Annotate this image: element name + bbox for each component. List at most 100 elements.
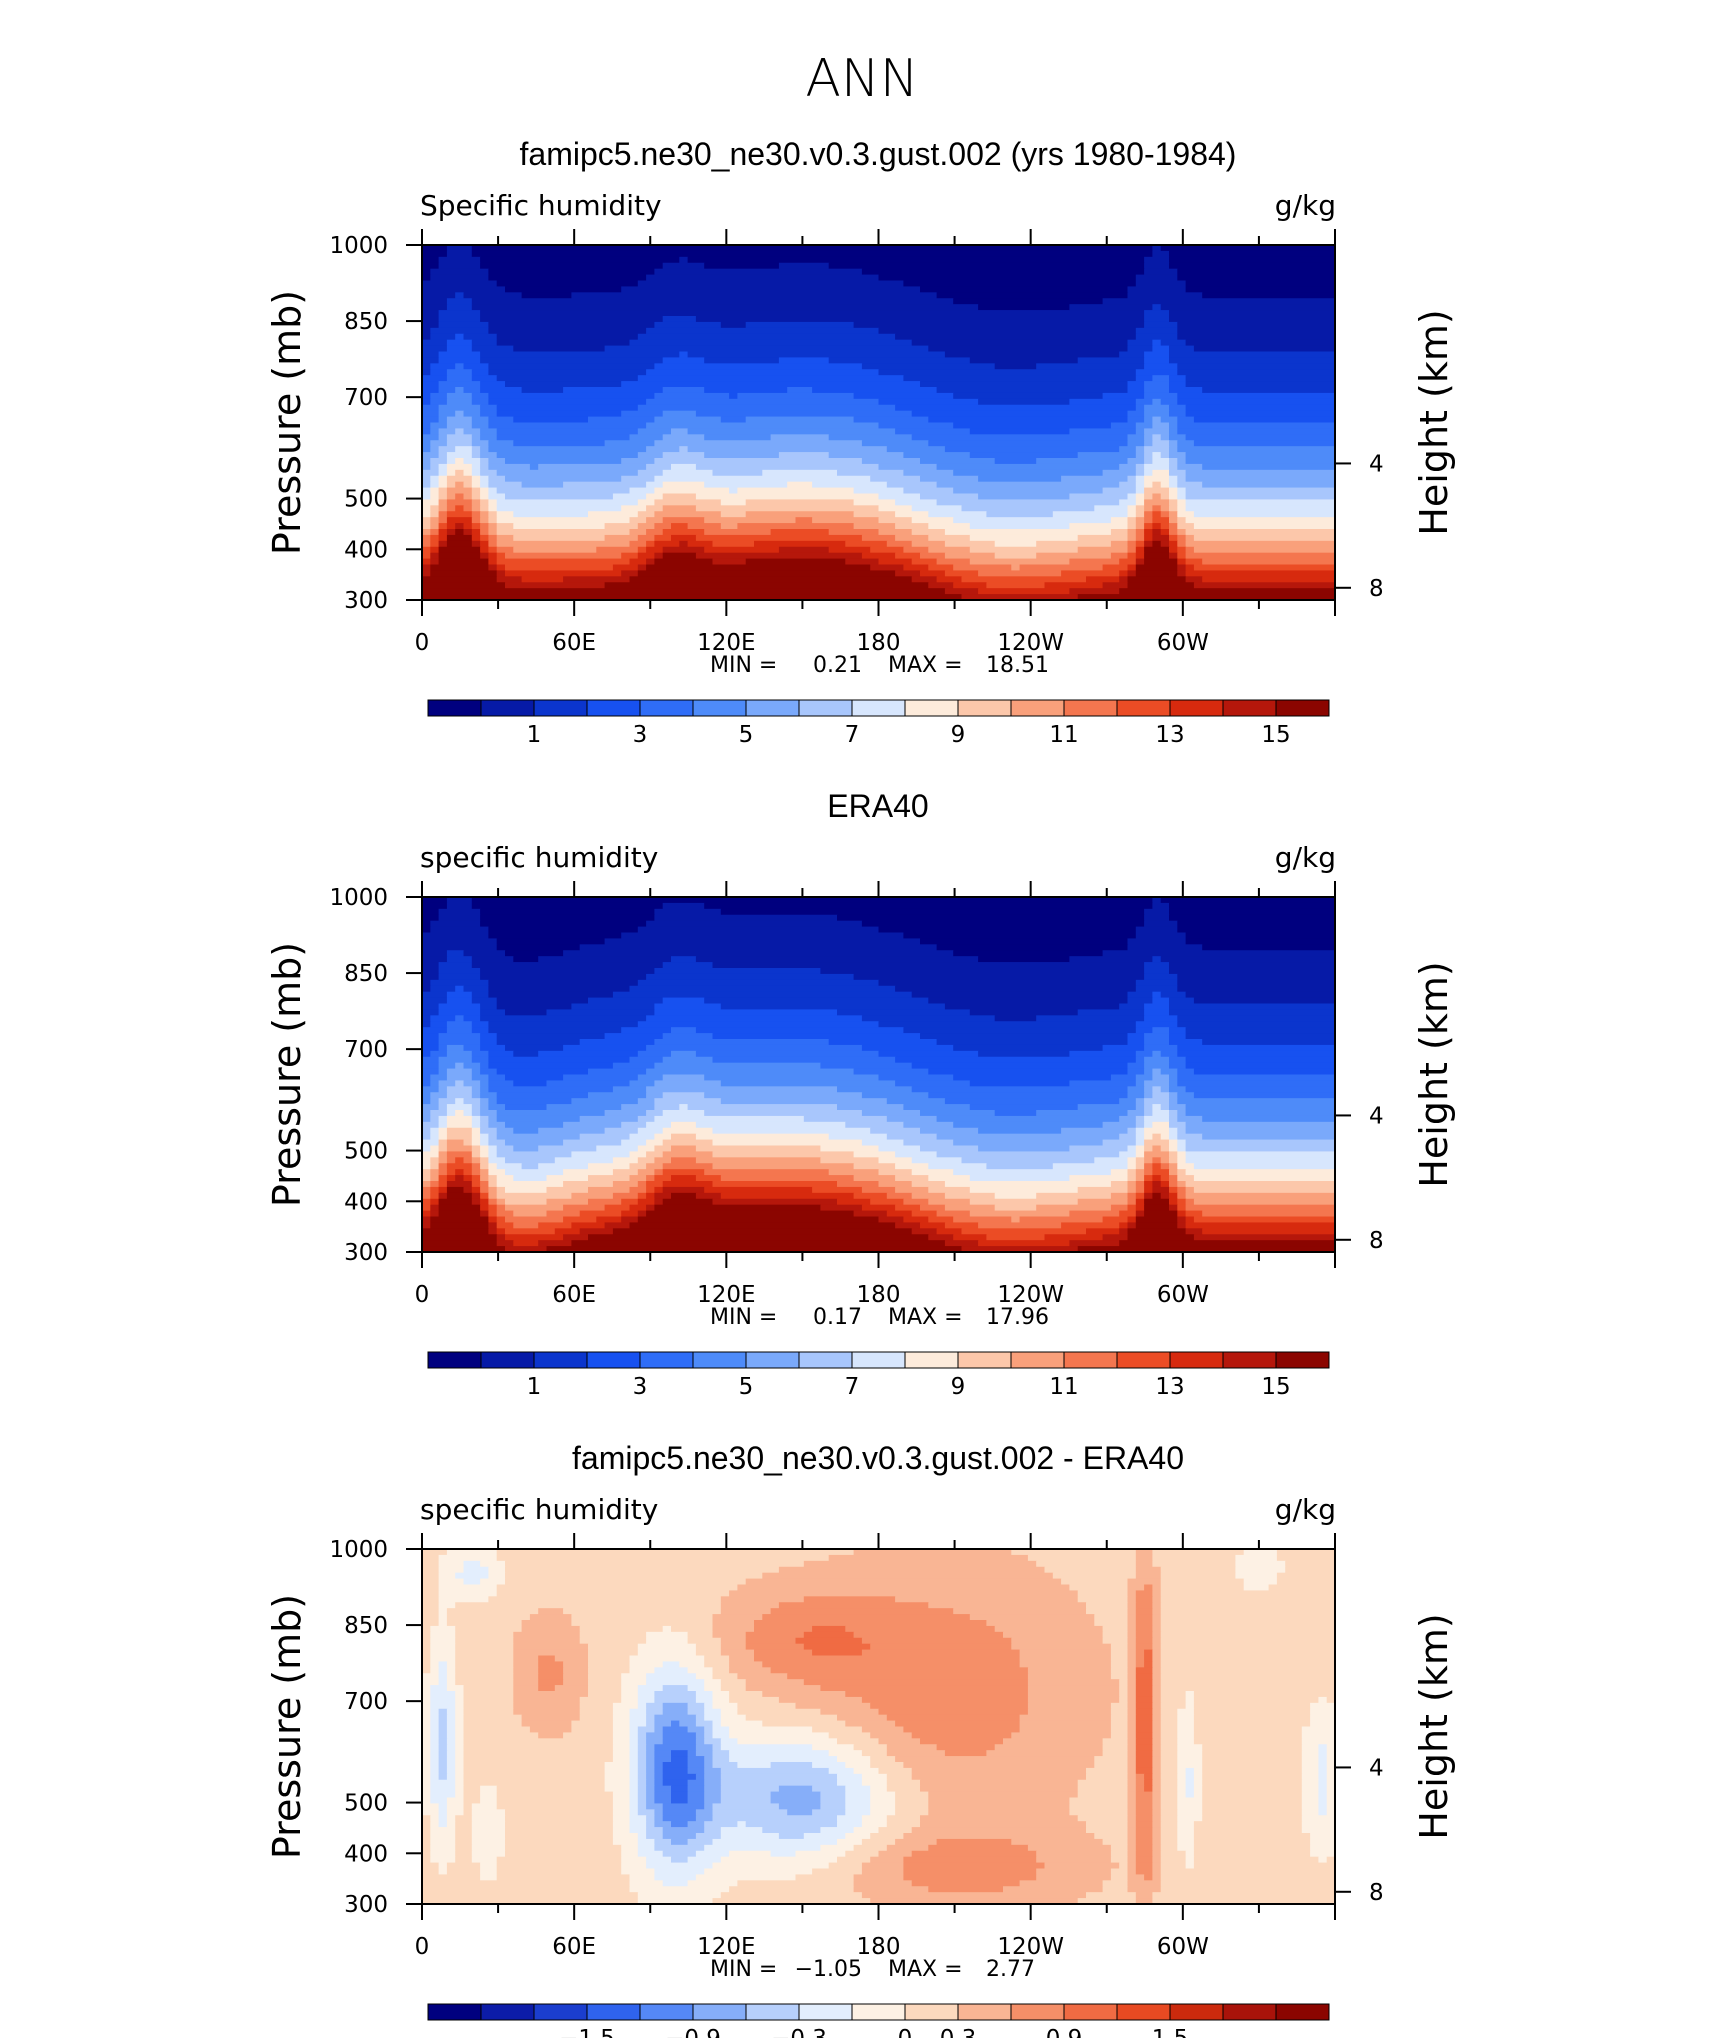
contour-cell: [1193, 1163, 1335, 1170]
contour-cell: [612, 1815, 631, 1822]
contour-cell: [422, 1044, 440, 1052]
contour-cell: [646, 564, 871, 572]
contour-cell: [1144, 962, 1170, 969]
contour-cell: [488, 463, 531, 471]
contour-cell: [1144, 1649, 1153, 1657]
contour-cell: [446, 481, 456, 489]
contour-cell: [438, 1708, 448, 1716]
contour-cell: [704, 1685, 722, 1692]
contour-cell: [1135, 1127, 1145, 1135]
contour-cell: [471, 369, 489, 376]
contour-cell: [1177, 1773, 1187, 1781]
contour-cell: [488, 1198, 498, 1206]
contour-cell: [612, 991, 913, 999]
contour-cell: [1152, 1169, 1170, 1176]
contour-cell: [1177, 274, 1335, 282]
contour-cell: [704, 262, 780, 270]
contour-cell: [422, 529, 431, 536]
contour-cell: [422, 1560, 440, 1568]
contour-cell: [1177, 369, 1335, 376]
contour-cell: [778, 1696, 863, 1704]
contour-cell: [637, 1803, 647, 1810]
contour-cell: [1052, 511, 1129, 518]
contour-cell: [646, 1068, 855, 1076]
contour-cell: [430, 558, 440, 566]
contour-cell: [430, 1625, 456, 1633]
contour-cell: [1177, 1198, 1187, 1206]
contour-cell: [1144, 914, 1170, 922]
contour-cell: [1086, 1821, 1129, 1828]
contour-cell: [563, 1181, 614, 1188]
contour-cell: [1135, 1732, 1153, 1739]
contour-cell: [1185, 1110, 1335, 1117]
contour-cell: [1177, 1762, 1203, 1769]
contour-cell: [1202, 558, 1335, 566]
contour-cell: [646, 1762, 655, 1769]
contour-cell: [1160, 1833, 1178, 1840]
contour-cell: [1193, 1827, 1303, 1834]
contour-cell: [422, 250, 448, 258]
contour-cell: [1301, 1821, 1335, 1828]
contour-cell: [1301, 1791, 1319, 1799]
contour-cell: [737, 1880, 855, 1887]
colorbar-tick-label: 7: [845, 1374, 860, 1400]
contour-cell: [496, 1590, 730, 1597]
contour-cell: [1185, 1121, 1335, 1129]
contour-cell: [430, 1756, 440, 1763]
contour-cell: [1027, 1691, 1120, 1698]
contour-cell: [446, 1667, 456, 1674]
contour-cell: [928, 345, 1129, 353]
contour-cell: [1144, 357, 1170, 364]
contour-cell: [612, 1827, 631, 1834]
contour-cell: [513, 1649, 589, 1657]
contour-cell: [1119, 1240, 1335, 1247]
contour-cell: [1135, 540, 1145, 548]
contour-cell: [604, 345, 929, 353]
contour-cell: [430, 552, 440, 560]
contour-cell: [1069, 1797, 1129, 1805]
colorbar-swatch: [1222, 2003, 1277, 2021]
contour-cell: [505, 1815, 614, 1822]
contour-cell: [505, 1578, 747, 1586]
contour-cell: [662, 1661, 680, 1668]
contour-cell: [430, 505, 440, 512]
contour-cell: [455, 1844, 473, 1852]
contour-cell: [695, 1815, 714, 1822]
contour-cell: [505, 1204, 564, 1212]
contour-cell: [463, 428, 481, 435]
contour-cell: [1152, 1815, 1162, 1822]
contour-cell: [480, 1210, 489, 1218]
contour-cell: [886, 540, 913, 548]
contour-cell: [471, 1121, 481, 1129]
contour-cell: [1135, 375, 1153, 382]
contour-cell: [920, 458, 996, 465]
contour-cell: [430, 369, 448, 376]
contour-cell: [662, 546, 705, 554]
contour-cell: [1135, 979, 1178, 987]
contour-cell: [662, 1850, 697, 1858]
contour-cell: [1077, 1898, 1137, 1904]
contour-cell: [1135, 1785, 1145, 1793]
panel-title: famipc5.ne30_ne30.v0.3.gust.002 - ERA40: [572, 1440, 1184, 1476]
contour-cell: [662, 1702, 689, 1710]
contour-cell: [455, 1791, 465, 1799]
contour-cell: [1169, 387, 1203, 394]
colorbar-tick-label: 5: [739, 722, 754, 748]
contour-cell: [455, 1833, 473, 1840]
contour-cell: [1177, 422, 1335, 430]
contour-cell: [471, 1192, 481, 1200]
contour-cell: [1202, 481, 1335, 489]
contour-cell: [1135, 1192, 1145, 1200]
contour-cell: [438, 1169, 448, 1176]
contour-cell: [455, 1655, 514, 1663]
contour-cell: [621, 475, 655, 483]
contour-cell: [1102, 1631, 1129, 1639]
contour-cell: [471, 1169, 481, 1176]
contour-cell: [488, 416, 514, 424]
contour-cell: [1127, 991, 1153, 999]
contour-cell: [471, 1068, 481, 1076]
contour-cell: [1144, 416, 1153, 424]
colorbar-swatch: [1275, 699, 1330, 717]
contour-cell: [480, 1560, 506, 1568]
contour-cell: [488, 499, 498, 506]
